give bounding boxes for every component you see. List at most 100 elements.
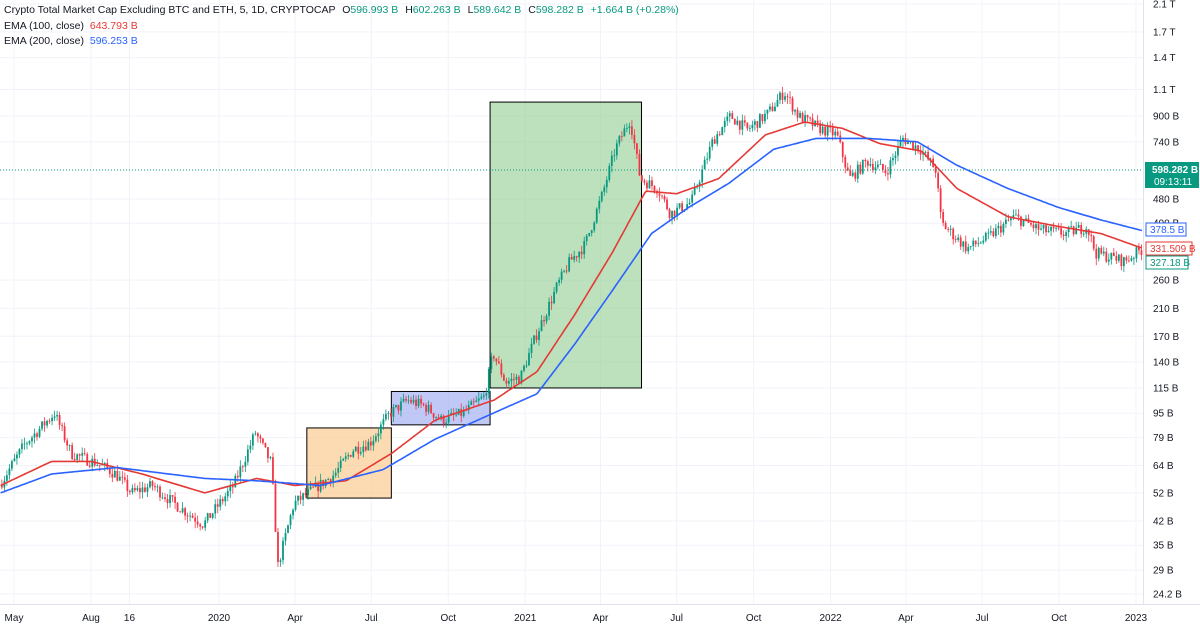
- candle-body: [1082, 233, 1085, 235]
- candle-body: [103, 463, 106, 465]
- candle-body: [887, 173, 889, 175]
- candle-body: [96, 464, 99, 466]
- candle-body: [738, 120, 741, 130]
- legend-row-ema200[interactable]: EMA (200, close) 596.253 B: [4, 34, 679, 50]
- candle-body: [661, 195, 663, 197]
- price-badge-value: 598.282 B: [1152, 165, 1198, 176]
- candle-body: [718, 134, 721, 136]
- ema100-badge-bg: [1145, 241, 1193, 256]
- candle-body: [969, 246, 972, 248]
- candle-body: [435, 416, 438, 418]
- candle-body: [1070, 226, 1073, 228]
- candle-body: [974, 240, 977, 245]
- candle-body: [623, 128, 626, 137]
- candle-body: [8, 468, 11, 476]
- candle-body: [292, 509, 294, 516]
- candle-body: [141, 487, 144, 493]
- candle-body: [641, 175, 643, 181]
- candle-body: [5, 475, 8, 481]
- candle-body: [608, 165, 611, 180]
- candle-body: [598, 200, 601, 209]
- candle-body: [169, 495, 171, 504]
- candle-body: [274, 483, 277, 532]
- candle-body: [46, 420, 48, 426]
- candle-body: [653, 185, 656, 192]
- candle-body: [36, 433, 38, 437]
- candle-body: [944, 222, 947, 230]
- candle-body: [249, 445, 252, 450]
- candle-body: [470, 401, 473, 406]
- candle-body: [989, 231, 992, 233]
- candle-body: [13, 458, 16, 462]
- candle-body: [500, 363, 503, 375]
- candle-body: [262, 438, 264, 443]
- highlight-boxes[interactable]: [306, 101, 643, 499]
- candle-body: [194, 517, 197, 522]
- ema200-label: EMA (200, close): [4, 35, 84, 47]
- candle-body: [972, 240, 975, 247]
- candle-body: [510, 378, 513, 382]
- y-tick-label: 115 B: [1153, 383, 1179, 394]
- candle-body: [179, 511, 181, 513]
- candle-body: [264, 442, 267, 448]
- y-tick-label: 170 B: [1153, 332, 1179, 343]
- time-axis[interactable]: May Aug 16 2020 Apr Jul Oct 2021 Apr Jul Oct 2022 Ap…: [5, 613, 1148, 624]
- x-tick-label: Apr: [593, 613, 609, 624]
- candle-body: [151, 481, 154, 487]
- candle-body: [849, 170, 852, 176]
- legend-close-label: C: [528, 4, 536, 16]
- candle-body: [553, 291, 555, 304]
- candle-body: [1092, 236, 1095, 249]
- candle-body: [379, 424, 382, 434]
- candle-body: [374, 436, 377, 441]
- candle-body: [111, 473, 114, 478]
- candle-body: [234, 475, 237, 488]
- y-tick-label: 740 B: [1153, 137, 1179, 148]
- candle-body: [565, 270, 568, 272]
- candle-body: [490, 356, 493, 370]
- candle-body: [573, 256, 576, 260]
- candle-body: [771, 106, 774, 112]
- candle-body: [397, 404, 400, 411]
- candle-body: [480, 396, 483, 399]
- candle-body: [460, 408, 463, 417]
- x-tick-label: 2021: [514, 613, 537, 624]
- x-tick-label: Oct: [1051, 613, 1067, 624]
- legend-row-ema100[interactable]: EMA (100, close) 643.793 B: [4, 19, 679, 35]
- candle-body: [16, 454, 18, 459]
- candle-body: [753, 121, 756, 125]
- green-box[interactable]: [489, 101, 643, 389]
- candle-body: [181, 508, 184, 513]
- candle-body: [432, 413, 435, 418]
- candle-body: [723, 120, 726, 128]
- candle-body: [121, 476, 124, 478]
- candle-body: [377, 433, 380, 437]
- candle-body: [1117, 254, 1120, 261]
- candle-body: [1004, 219, 1007, 224]
- candle-body: [91, 458, 94, 467]
- candle-body: [889, 160, 892, 175]
- candle-body: [733, 118, 736, 125]
- candle-body: [876, 164, 879, 168]
- candle-body: [791, 98, 794, 112]
- candle-body: [728, 113, 731, 117]
- candle-body: [766, 109, 769, 114]
- blue-box[interactable]: [390, 390, 491, 426]
- candle-body: [947, 229, 950, 230]
- candle-body: [613, 155, 616, 157]
- candle-body: [821, 126, 824, 134]
- candle-body: [442, 415, 445, 425]
- candle-body: [259, 436, 262, 439]
- candle-body: [648, 180, 651, 189]
- candle-body: [26, 443, 28, 445]
- candle-body: [856, 164, 859, 179]
- y-tick-label: 140 B: [1153, 357, 1179, 368]
- candle-body: [78, 454, 81, 456]
- candle-body: [487, 369, 490, 394]
- candle-body: [811, 118, 814, 127]
- candle-body: [1040, 228, 1042, 230]
- candle-body: [221, 499, 224, 502]
